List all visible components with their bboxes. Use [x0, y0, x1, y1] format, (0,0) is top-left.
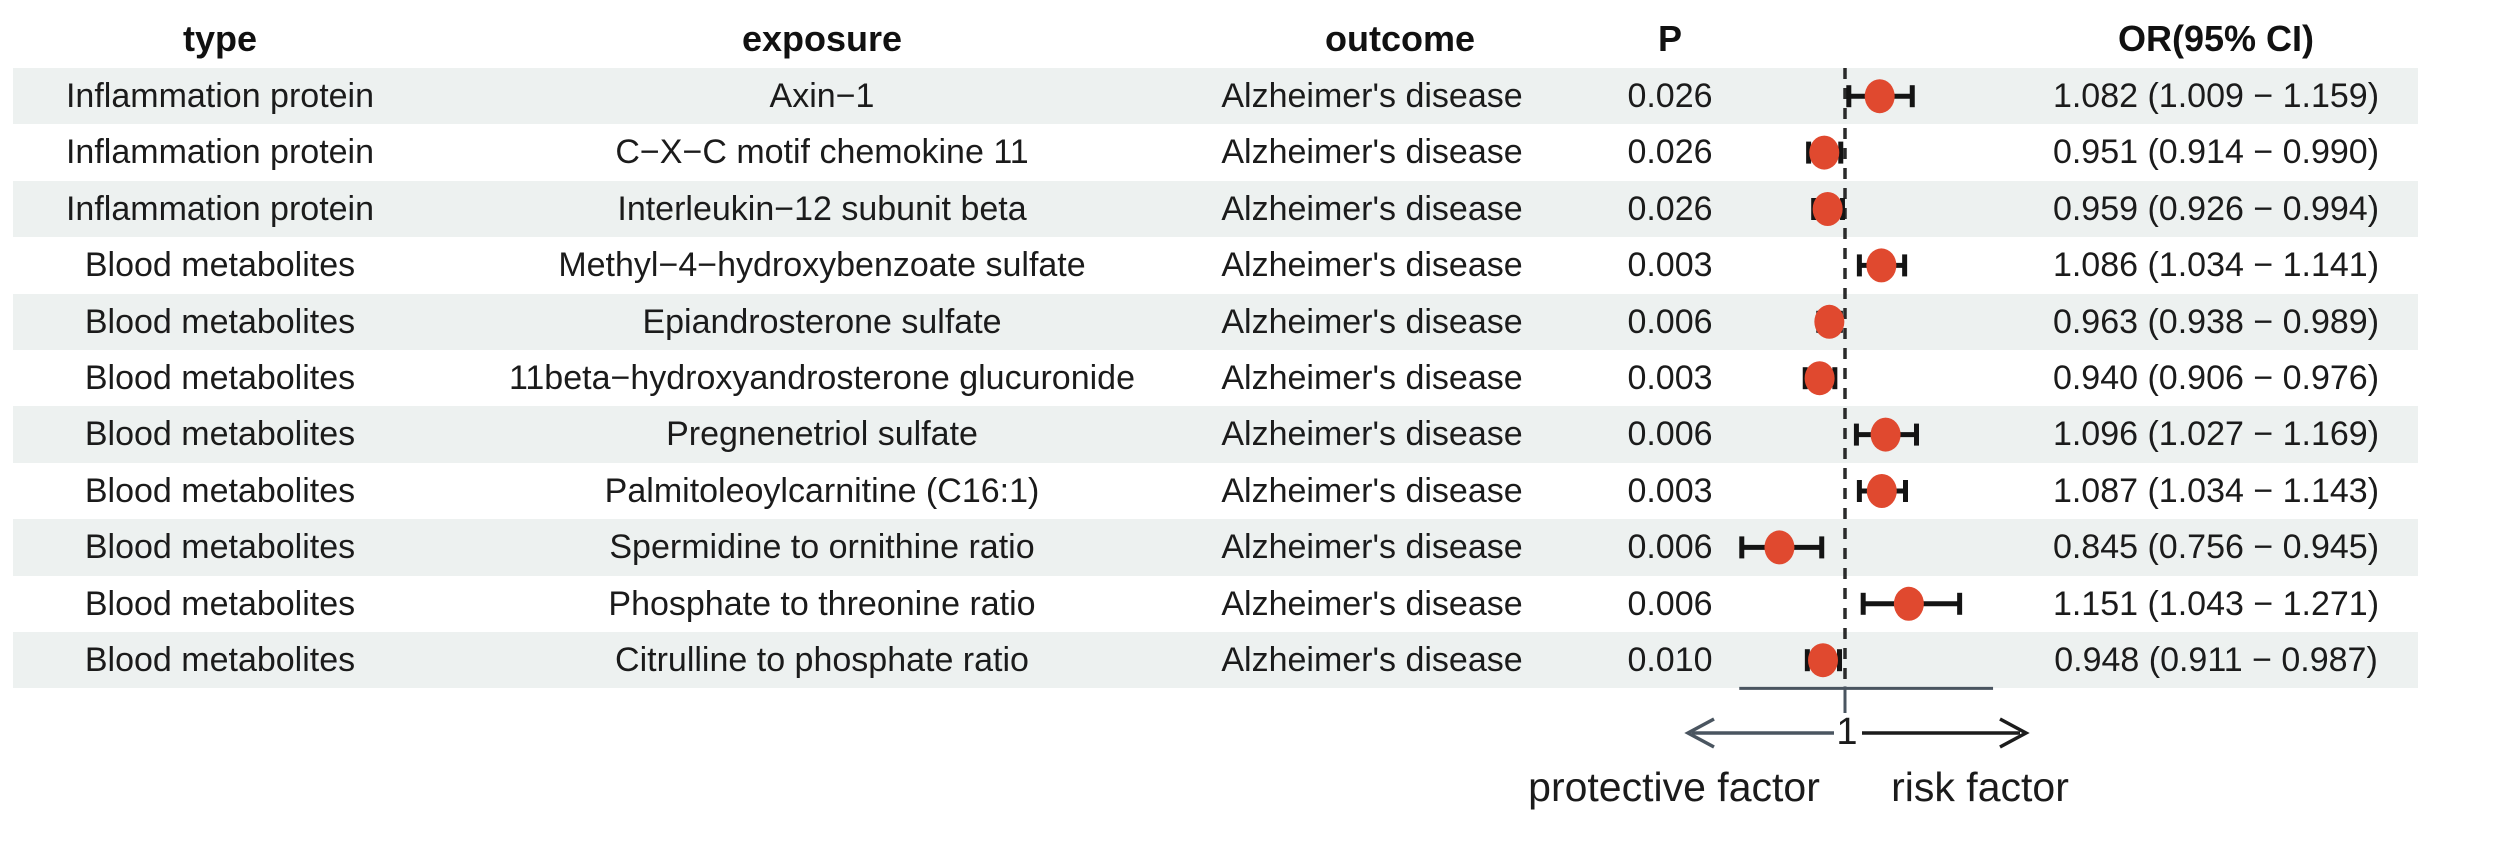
cell-type: Blood metabolites [84, 584, 356, 623]
cell-outcome: Alzheimer's disease [1221, 358, 1523, 397]
cell-outcome: Alzheimer's disease [1221, 189, 1523, 228]
cell-or-ci: 1.082 (1.009 − 1.159) [2052, 77, 2380, 115]
table-row-6: Blood metabolites 11beta−hydroxyandroste… [13, 349, 2418, 407]
cell-type: Blood metabolites [84, 246, 356, 285]
cell-p-value: 0.003 [1627, 246, 1713, 285]
cell-p-value: 0.006 [1627, 415, 1713, 454]
table-row-5: Blood metabolites Epiandrosterone sulfat… [13, 293, 2418, 350]
cell-exposure: Spermidine to ornithine ratio [609, 528, 1035, 567]
cell-or-ci: 1.096 (1.027 − 1.169) [2052, 415, 2380, 454]
protective-factor-label: protective factor [1528, 764, 1820, 810]
cell-exposure: Phosphate to threonine ratio [608, 584, 1036, 623]
cell-type: Inflammation protein [65, 77, 375, 115]
table-row-1: Inflammation protein Axin−1 Alzheimer's … [13, 68, 2418, 125]
table-body: Inflammation protein Axin−1 Alzheimer's … [13, 68, 2418, 689]
column-headers: type exposure outcome P OR(95% CI) [0, 16, 2518, 62]
table-row-10: Blood metabolites Phosphate to threonine… [13, 575, 2418, 632]
cell-or-ci: 0.948 (0.911 − 0.987) [2054, 640, 2378, 679]
table-row-11: Blood metabolites Citrulline to phosphat… [13, 631, 2418, 689]
header-type: type [182, 18, 258, 59]
cell-outcome: Alzheimer's disease [1221, 640, 1523, 679]
axis-tick-label-1: 1 [1836, 711, 1858, 753]
cell-or-ci: 1.151 (1.043 − 1.271) [2052, 584, 2380, 623]
cell-p-value: 0.006 [1627, 302, 1713, 341]
cell-or-ci: 1.087 (1.034 − 1.143) [2052, 471, 2380, 510]
cell-outcome: Alzheimer's disease [1221, 133, 1523, 172]
table-row-2: Inflammation protein C−X−C motif chemoki… [13, 124, 2418, 181]
table-row-3: Inflammation protein Interleukin−12 subu… [13, 180, 2418, 238]
cell-p-value: 0.010 [1627, 640, 1713, 679]
cell-type: Blood metabolites [84, 640, 356, 679]
cell-exposure: Epiandrosterone sulfate [642, 302, 1002, 341]
cell-p-value: 0.006 [1627, 528, 1713, 567]
cell-exposure: 11beta−hydroxyandrosterone glucuronide [509, 358, 1135, 397]
cell-exposure: Interleukin−12 subunit beta [617, 189, 1027, 228]
cell-or-ci: 0.951 (0.914 − 0.990) [2052, 133, 2380, 172]
cell-outcome: Alzheimer's disease [1221, 415, 1523, 454]
cell-or-ci: 0.963 (0.938 − 0.989) [2052, 302, 2380, 341]
cell-outcome: Alzheimer's disease [1221, 77, 1523, 115]
cell-type: Blood metabolites [84, 302, 356, 341]
cell-p-value: 0.003 [1627, 358, 1713, 397]
cell-exposure: Pregnenetriol sulfate [666, 415, 978, 454]
header-p-value: P [1657, 18, 1683, 59]
cell-outcome: Alzheimer's disease [1221, 246, 1523, 285]
cell-exposure: Citrulline to phosphate ratio [615, 640, 1029, 679]
protective-arrow-head [1684, 717, 1715, 749]
cell-p-value: 0.026 [1627, 133, 1713, 172]
cell-type: Blood metabolites [84, 528, 356, 567]
cell-exposure: C−X−C motif chemokine 11 [615, 133, 1029, 172]
cell-or-ci: 0.959 (0.926 − 0.994) [2052, 189, 2380, 228]
cell-outcome: Alzheimer's disease [1221, 584, 1523, 623]
cell-exposure: Methyl−4−hydroxybenzoate sulfate [558, 246, 1086, 285]
header-outcome: outcome [1324, 18, 1476, 59]
cell-p-value: 0.003 [1627, 471, 1713, 510]
risk-arrow-head [1999, 717, 2030, 749]
cell-exposure: Axin−1 [769, 77, 875, 115]
cell-type: Blood metabolites [84, 471, 356, 510]
header-exposure: exposure [741, 18, 903, 59]
cell-or-ci: 1.086 (1.034 − 1.141) [2052, 246, 2380, 285]
cell-type: Inflammation protein [65, 189, 375, 228]
cell-type: Blood metabolites [84, 415, 356, 454]
cell-or-ci: 0.940 (0.906 − 0.976) [2052, 358, 2380, 397]
cell-type: Inflammation protein [65, 133, 375, 172]
cell-type: Blood metabolites [84, 358, 356, 397]
cell-or-ci: 0.845 (0.756 − 0.945) [2052, 528, 2380, 567]
cell-exposure: Palmitoleoylcarnitine (C16:1) [604, 471, 1040, 510]
cell-p-value: 0.026 [1627, 77, 1713, 115]
cell-outcome: Alzheimer's disease [1221, 528, 1523, 567]
cell-p-value: 0.026 [1627, 189, 1713, 228]
table-row-9: Blood metabolites Spermidine to ornithin… [13, 519, 2418, 576]
cell-p-value: 0.006 [1627, 584, 1713, 623]
cell-outcome: Alzheimer's disease [1221, 471, 1523, 510]
header-or-ci: OR(95% CI) [2117, 18, 2315, 59]
table-row-4: Blood metabolites Methyl−4−hydroxybenzoa… [13, 237, 2418, 294]
table-row-7: Blood metabolites Pregnenetriol sulfate … [13, 406, 2418, 463]
risk-factor-label: risk factor [1891, 764, 2069, 810]
cell-outcome: Alzheimer's disease [1221, 302, 1523, 341]
table-row-8: Blood metabolites Palmitoleoylcarnitine … [13, 462, 2418, 520]
